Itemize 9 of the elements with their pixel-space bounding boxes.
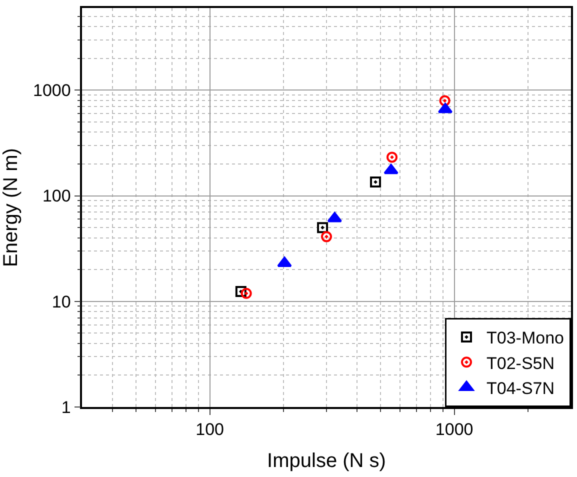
y-tick-label: 100 <box>42 186 71 206</box>
legend-label: T04-S7N <box>486 378 555 398</box>
y-tick-label: 1000 <box>33 81 71 100</box>
y-tick-label: 1 <box>61 398 71 417</box>
legend-label: T02-S5N <box>486 354 555 373</box>
y-tick-label: 10 <box>52 292 71 312</box>
y-axis-title: Energy (N m) <box>0 148 22 267</box>
legend-label: T03-Mono <box>486 328 564 348</box>
x-axis-title: Impulse (N s) <box>267 450 386 472</box>
